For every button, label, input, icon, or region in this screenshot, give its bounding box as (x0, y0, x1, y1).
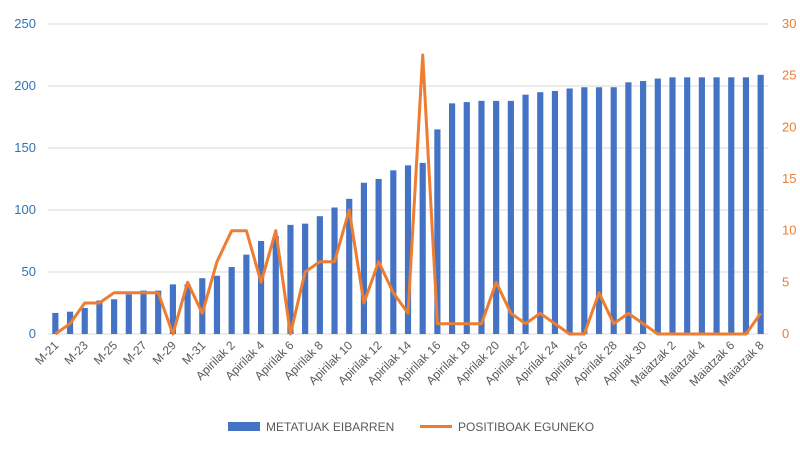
bar (52, 312, 59, 334)
x-tick-label: M-25 (91, 338, 120, 367)
x-tick-label: M-27 (120, 338, 149, 367)
bar (184, 284, 191, 334)
bar (728, 77, 735, 334)
bar (684, 77, 691, 334)
bar (155, 290, 162, 334)
bar-series (52, 74, 764, 335)
bar (669, 77, 676, 334)
bar (698, 77, 705, 334)
line-series (54, 53, 762, 336)
bar (448, 103, 456, 334)
bar (228, 267, 235, 334)
bar (390, 170, 397, 334)
legend-line-label: POSITIBOAK EGUNEKO (458, 420, 594, 434)
legend: METATUAK EIBARREN POSITIBOAK EGUNEKO (228, 420, 594, 434)
bar (199, 278, 206, 334)
bar (581, 87, 588, 335)
bar (640, 81, 647, 334)
bar (654, 78, 661, 334)
x-tick-label: M-23 (62, 338, 91, 367)
bar (96, 300, 103, 334)
bar (360, 182, 368, 334)
right-tick-label: 10 (782, 223, 796, 238)
bar (81, 307, 88, 334)
bar (257, 241, 265, 334)
left-tick-label: 200 (14, 78, 36, 93)
bar (302, 223, 309, 334)
bar (625, 82, 632, 334)
x-tick-label: M-21 (32, 338, 61, 367)
bar (169, 284, 176, 334)
right-tick-label: 30 (782, 16, 796, 31)
bar (742, 77, 750, 334)
right-tick-label: 0 (782, 326, 789, 341)
left-tick-label: 50 (22, 264, 36, 279)
right-tick-label: 5 (782, 274, 789, 289)
bar (522, 94, 529, 335)
right-y-axis: 0 5 10 15 20 25 30 (782, 16, 796, 341)
bar (610, 87, 617, 335)
bar (713, 77, 720, 334)
bar (140, 290, 147, 334)
bar (272, 236, 279, 334)
bar (404, 165, 412, 334)
bar (243, 254, 250, 334)
bar (331, 207, 338, 334)
bar (595, 87, 603, 335)
left-tick-label: 250 (14, 16, 36, 31)
left-tick-label: 0 (29, 326, 36, 341)
bar (493, 100, 500, 334)
right-tick-label: 20 (782, 119, 796, 134)
bar (419, 162, 426, 334)
right-tick-label: 25 (782, 68, 796, 83)
x-tick-label: M-29 (150, 338, 179, 367)
bar (111, 299, 118, 334)
bar (213, 275, 221, 334)
bar (375, 179, 382, 334)
left-tick-label: 150 (14, 140, 36, 155)
bar (551, 90, 559, 335)
bar (507, 100, 514, 334)
bar (346, 198, 353, 334)
bar (757, 74, 764, 334)
bar (125, 294, 132, 334)
bar (478, 100, 485, 334)
bar (434, 129, 441, 334)
legend-bar-swatch (228, 422, 260, 431)
bar (463, 102, 470, 335)
bar (537, 92, 544, 334)
left-y-axis: 0 50 100 150 200 250 (14, 16, 36, 341)
line-path (54, 53, 762, 336)
right-tick-label: 15 (782, 171, 796, 186)
left-tick-label: 100 (14, 202, 36, 217)
legend-bar-label: METATUAK EIBARREN (266, 420, 394, 434)
bar (566, 88, 573, 334)
bar (287, 224, 294, 334)
bar (316, 216, 323, 334)
